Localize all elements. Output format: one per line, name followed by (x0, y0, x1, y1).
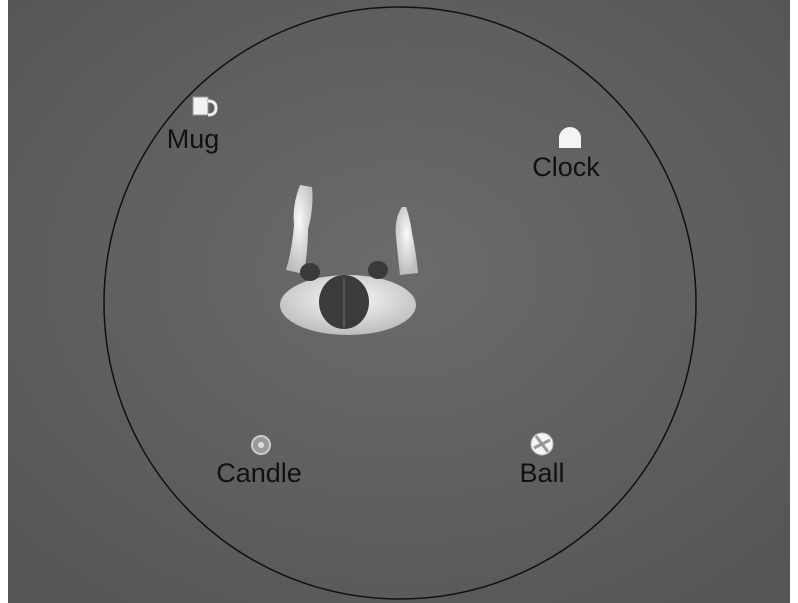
left-hand (300, 263, 320, 281)
right-hand (368, 261, 388, 279)
ball-icon (531, 433, 553, 455)
object-label: Candle (216, 458, 302, 488)
clock-icon (559, 127, 581, 148)
object-label: Clock (532, 152, 600, 182)
object-label: Mug (167, 124, 220, 154)
candle-icon (252, 436, 270, 454)
object-label: Ball (519, 458, 564, 488)
scene: Mug Clock Candle Ball (0, 0, 798, 603)
